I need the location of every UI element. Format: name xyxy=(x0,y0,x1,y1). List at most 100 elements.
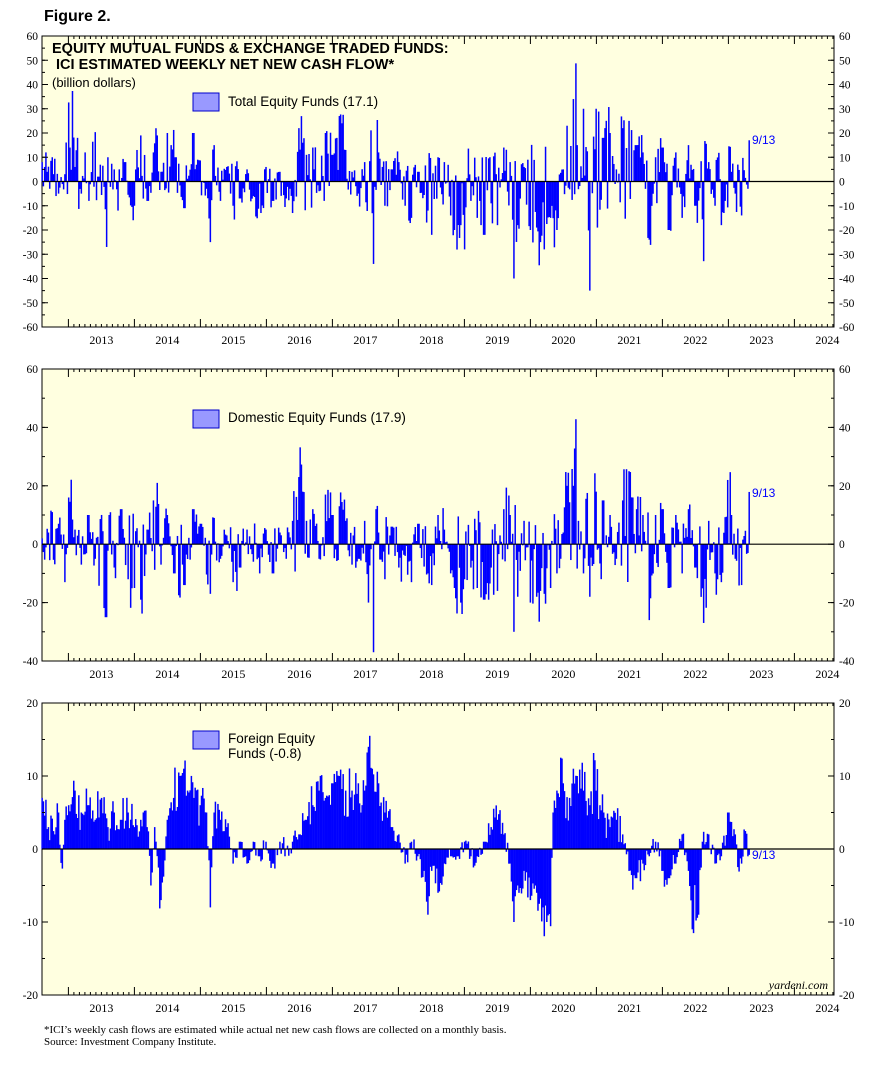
y-tick-label: -40 xyxy=(23,274,39,286)
y-tick-label: 0 xyxy=(32,177,38,189)
x-tick-label: 2022 xyxy=(683,667,707,681)
footnote-line-2: Source: Investment Company Institute. xyxy=(44,1036,217,1048)
x-tick-label: 2023 xyxy=(749,333,773,347)
chart-title-line2: ICI ESTIMATED WEEKLY NET NEW CASH FLOW* xyxy=(52,57,394,73)
unit-label: (billion dollars) xyxy=(52,75,136,90)
x-tick-label: 2022 xyxy=(683,333,707,347)
x-tick-label: 2019 xyxy=(485,1001,509,1015)
y-axis-left: -20 -10 0 10 20 xyxy=(23,698,48,1002)
y-tick-label: 10 xyxy=(27,152,39,164)
y-tick-label: 0 xyxy=(839,539,845,551)
y-tick-label: 40 xyxy=(839,80,851,92)
y-tick-label: 0 xyxy=(32,844,38,856)
legend-label-line2: Funds (-0.8) xyxy=(228,746,302,761)
bars-group xyxy=(41,735,834,937)
x-tick-label: 2014 xyxy=(155,333,179,347)
x-tick-label: 2015 xyxy=(221,1001,245,1015)
y-tick-label: -10 xyxy=(23,917,39,929)
x-tick-label: 2024 xyxy=(815,333,839,347)
x-axis-years: 2013 2014 2015 2016 2017 2018 2019 2020 2021 2022… xyxy=(67,36,839,347)
y-tick-label: -10 xyxy=(839,201,855,213)
y-tick-label: -30 xyxy=(839,249,855,261)
y-tick-label: -50 xyxy=(23,298,39,310)
y-tick-label: -40 xyxy=(23,656,39,668)
x-tick-label: 2015 xyxy=(221,333,245,347)
last-value-label: 9/13 xyxy=(752,848,776,862)
y-tick-label: 10 xyxy=(839,152,851,164)
y-tick-label: 60 xyxy=(27,364,39,376)
y-tick-label: -30 xyxy=(23,249,39,261)
y-tick-label: -10 xyxy=(23,201,39,213)
y-tick-label: 20 xyxy=(27,128,39,140)
y-tick-label: 60 xyxy=(839,364,851,376)
y-tick-label: -40 xyxy=(839,274,855,286)
x-tick-label: 2020 xyxy=(551,333,575,347)
x-tick-label: 2013 xyxy=(89,1001,113,1015)
last-value-label: 9/13 xyxy=(752,133,776,147)
y-tick-label: -20 xyxy=(23,225,39,237)
y-axis-left: -60 -50 -40 -30 -20 -10 0 10 20 30 40 50 60 xyxy=(23,31,48,334)
y-tick-label: 60 xyxy=(27,31,39,43)
panel-foreign-equity: -20 -10 0 10 20 -20 -10 0 10 20 2013 2014 2015 2016… xyxy=(23,698,855,1015)
x-tick-label: 2018 xyxy=(419,667,443,681)
y-tick-label: -40 xyxy=(839,656,855,668)
panel-total-equity: -60 -50 -40 -30 -20 -10 0 10 20 30 40 50 60 -60 -50 -4… xyxy=(23,31,855,347)
y-axis-right: -20 -10 0 10 20 xyxy=(828,698,855,1002)
x-tick-label: 2018 xyxy=(419,1001,443,1015)
y-axis-left: -40 -20 0 20 40 60 xyxy=(23,364,48,668)
y-tick-label: -50 xyxy=(839,298,855,310)
x-tick-label: 2021 xyxy=(617,1001,641,1015)
legend-label: Total Equity Funds (17.1) xyxy=(228,94,378,109)
y-tick-label: 40 xyxy=(27,422,39,434)
legend-swatch xyxy=(192,92,220,112)
y-tick-label: -20 xyxy=(23,990,39,1002)
y-tick-label: 40 xyxy=(839,422,851,434)
x-tick-label: 2014 xyxy=(155,1001,179,1015)
chart-title-line1: EQUITY MUTUAL FUNDS & EXCHANGE TRADED FU… xyxy=(52,41,449,57)
last-value-label: 9/13 xyxy=(752,486,776,500)
x-axis-years: 2013 2014 2015 2016 2017 2018 2019 2020 2021 2022… xyxy=(67,369,839,681)
legend-label: Domestic Equity Funds (17.9) xyxy=(228,410,406,425)
footnote: *ICI’s weekly cash flows are estimated w… xyxy=(44,1024,506,1048)
x-axis-years: 2013 2014 2015 2016 2017 2018 2019 2020 2021 2022… xyxy=(67,703,839,1015)
x-tick-label: 2023 xyxy=(749,667,773,681)
y-tick-label: -20 xyxy=(839,598,855,610)
x-tick-label: 2019 xyxy=(485,667,509,681)
legend-swatch xyxy=(192,409,220,429)
bars-group xyxy=(41,419,834,653)
y-tick-label: 10 xyxy=(27,771,39,783)
x-tick-label: 2017 xyxy=(353,1001,377,1015)
y-tick-label: 20 xyxy=(839,481,851,493)
x-tick-label: 2016 xyxy=(287,333,311,347)
x-tick-label: 2022 xyxy=(683,1001,707,1015)
y-tick-label: 60 xyxy=(839,31,851,43)
y-tick-label: 20 xyxy=(839,698,851,710)
x-tick-label: 2020 xyxy=(551,1001,575,1015)
y-tick-label: -60 xyxy=(839,322,855,334)
x-tick-label: 2023 xyxy=(749,1001,773,1015)
x-tick-label: 2017 xyxy=(353,667,377,681)
y-tick-label: 20 xyxy=(839,128,851,140)
y-tick-label: -20 xyxy=(23,598,39,610)
y-tick-label: 30 xyxy=(27,104,39,116)
x-tick-label: 2021 xyxy=(617,667,641,681)
y-tick-label: 0 xyxy=(839,844,845,856)
y-tick-label: 0 xyxy=(839,177,845,189)
panel-domestic-equity: -40 -20 0 20 40 60 -40 -20 0 20 40 60 2013 2014 2015… xyxy=(23,364,855,681)
x-tick-label: 2024 xyxy=(815,667,839,681)
y-tick-label: 20 xyxy=(27,481,39,493)
y-tick-label: 20 xyxy=(27,698,39,710)
x-tick-label: 2024 xyxy=(815,1001,839,1015)
legend-label-line1: Foreign Equity xyxy=(228,731,315,746)
x-tick-label: 2014 xyxy=(155,667,179,681)
y-tick-label: 0 xyxy=(32,539,38,551)
x-tick-label: 2017 xyxy=(353,333,377,347)
x-tick-label: 2013 xyxy=(89,333,113,347)
legend-swatch xyxy=(192,730,220,750)
x-tick-label: 2016 xyxy=(287,1001,311,1015)
x-tick-label: 2021 xyxy=(617,333,641,347)
bars-group xyxy=(41,63,834,291)
x-tick-label: 2015 xyxy=(221,667,245,681)
y-tick-label: -20 xyxy=(839,225,855,237)
